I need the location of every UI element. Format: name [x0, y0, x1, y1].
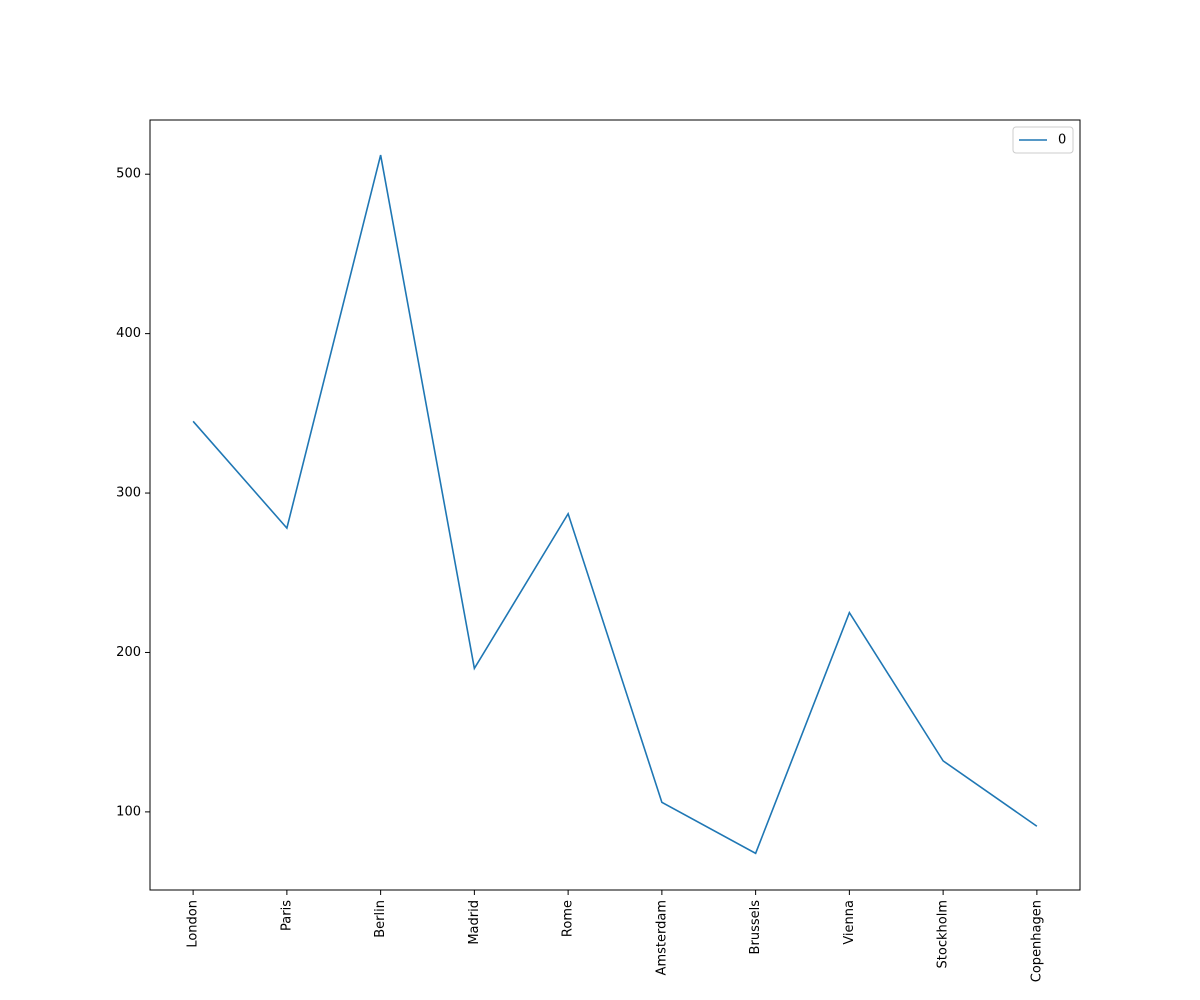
y-tick-label: 500 — [116, 167, 141, 182]
x-tick-label: Brussels — [748, 900, 763, 955]
x-tick-label: Paris — [279, 900, 294, 931]
x-tick-label: Madrid — [467, 900, 482, 945]
x-tick-label: Stockholm — [936, 900, 951, 968]
y-tick-label: 100 — [116, 804, 141, 819]
x-tick-label: Rome — [561, 900, 576, 937]
plot-frame — [149, 119, 1081, 891]
x-tick-label: London — [186, 900, 201, 948]
y-tick-label: 400 — [116, 326, 141, 341]
legend-label: 0 — [1058, 133, 1066, 148]
line — [192, 154, 1038, 855]
x-tick-label: Copenhagen — [1029, 900, 1044, 982]
x-tick-label: Vienna — [842, 900, 857, 945]
x-tick-label: Amsterdam — [654, 900, 669, 975]
y-tick-label: 300 — [116, 486, 141, 501]
x-tick-label: Berlin — [373, 900, 388, 938]
y-tick-label: 200 — [116, 645, 141, 660]
